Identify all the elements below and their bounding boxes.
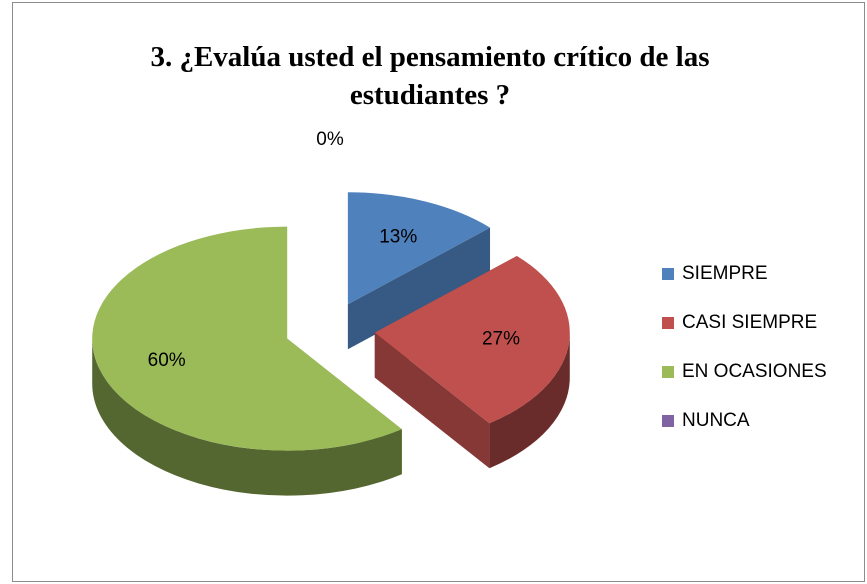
- slice: [347, 192, 491, 305]
- slice-side: [92, 338, 402, 496]
- slice-side: [347, 227, 491, 350]
- data-label: 60%: [148, 350, 186, 371]
- data-label: 0%: [316, 129, 344, 150]
- legend-swatch: [662, 415, 674, 427]
- slice: [374, 255, 570, 424]
- slice-side: [489, 332, 570, 469]
- legend-swatch: [662, 268, 674, 280]
- legend-label: EN OCASIONES: [682, 361, 827, 382]
- legend-label: NUNCA: [682, 410, 750, 431]
- data-label: 27%: [482, 329, 520, 350]
- slice: [92, 226, 402, 451]
- slice-side: [374, 332, 490, 469]
- legend-label: SIEMPRE: [682, 263, 768, 284]
- chart-title: 3. ¿Evalúa usted el pensamiento crítico …: [150, 41, 710, 111]
- legend-swatch: [662, 317, 674, 329]
- legend-label: CASI SIEMPRE: [682, 312, 817, 333]
- legend-swatch: [662, 366, 674, 378]
- data-label: 13%: [379, 227, 417, 248]
